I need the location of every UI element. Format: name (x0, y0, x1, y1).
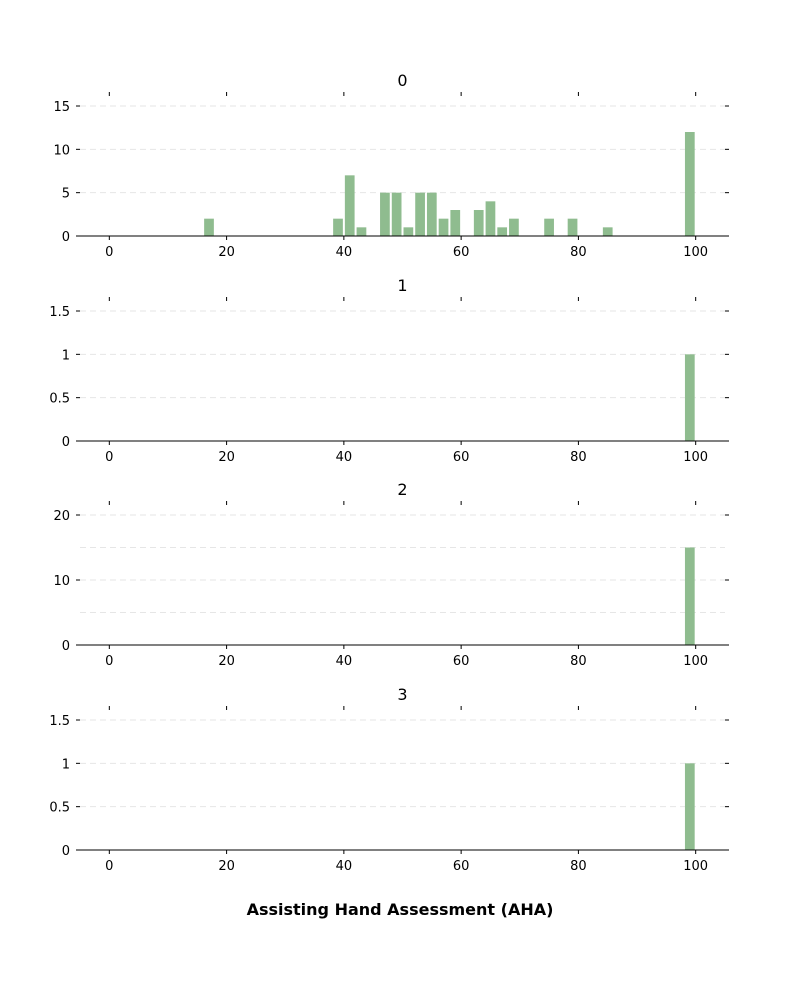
panel-title: 3 (397, 685, 407, 704)
bar (415, 192, 425, 236)
x-tick-label: 40 (336, 245, 353, 260)
bar (544, 218, 554, 236)
bar (509, 218, 519, 236)
bar (204, 218, 214, 236)
x-tick-label: 0 (105, 859, 113, 874)
y-tick-label: 10 (53, 574, 70, 589)
x-tick-label: 80 (570, 654, 587, 669)
x-tick-label: 60 (453, 859, 470, 874)
x-tick-label: 100 (683, 654, 708, 669)
panel-title: 2 (397, 480, 407, 499)
y-tick-label: 0 (62, 844, 70, 859)
bar (684, 547, 695, 645)
bar (684, 354, 695, 441)
bar (426, 192, 437, 236)
bar (391, 192, 402, 236)
y-tick-label: 1 (62, 348, 70, 363)
y-tick-label: 1 (62, 757, 70, 772)
panel-title: 1 (397, 276, 407, 295)
bar (684, 763, 695, 850)
x-tick-label: 100 (683, 450, 708, 465)
y-tick-label: 0 (62, 230, 70, 245)
y-tick-label: 0 (62, 639, 70, 654)
x-tick-label: 100 (683, 245, 708, 260)
y-tick-label: 0.5 (49, 801, 70, 816)
y-tick-label: 5 (62, 187, 70, 202)
x-tick-label: 0 (105, 245, 113, 260)
x-tick-label: 20 (218, 450, 235, 465)
x-axis-label: Assisting Hand Assessment (AHA) (247, 900, 554, 919)
x-tick-label: 40 (336, 859, 353, 874)
x-tick-label: 60 (453, 450, 470, 465)
y-tick-label: 20 (53, 509, 70, 524)
x-tick-label: 100 (683, 859, 708, 874)
panel-3: 0 20 40 60 80 100 0 0.5 1 1.5 3 (49, 685, 729, 874)
x-tick-label: 0 (105, 450, 113, 465)
bar (602, 227, 613, 236)
bar (684, 132, 695, 236)
bar (497, 227, 508, 236)
panel-2: 0 20 40 60 80 100 0 10 20 2 (53, 480, 729, 669)
y-tick-label: 0 (62, 435, 70, 450)
bar (380, 192, 390, 236)
bar (344, 175, 355, 236)
y-tick-label: 0.5 (49, 392, 70, 407)
y-tick-label: 10 (53, 143, 70, 158)
bar (485, 201, 496, 236)
x-tick-label: 40 (336, 450, 353, 465)
panel-title: 0 (397, 71, 407, 90)
bar (438, 218, 449, 236)
panel-0: 0 20 40 60 80 100 0 5 10 15 0 (53, 71, 729, 260)
y-tick-label: 1.5 (49, 714, 70, 729)
y-tick-label: 1.5 (49, 305, 70, 320)
x-tick-label: 0 (105, 654, 113, 669)
y-tick-label: 15 (53, 100, 70, 115)
x-tick-label: 80 (570, 450, 587, 465)
x-tick-label: 20 (218, 245, 235, 260)
bar (333, 218, 343, 236)
bar (356, 227, 367, 236)
bar (473, 210, 484, 236)
x-tick-label: 40 (336, 654, 353, 669)
x-tick-label: 20 (218, 654, 235, 669)
x-tick-label: 20 (218, 859, 235, 874)
x-tick-label: 80 (570, 859, 587, 874)
panel-1: 0 20 40 60 80 100 0 0.5 1 1.5 1 (49, 276, 729, 465)
bar (450, 210, 461, 236)
x-tick-label: 60 (453, 654, 470, 669)
bar (403, 227, 414, 236)
x-tick-label: 60 (453, 245, 470, 260)
x-tick-label: 80 (570, 245, 587, 260)
bar (567, 218, 578, 236)
